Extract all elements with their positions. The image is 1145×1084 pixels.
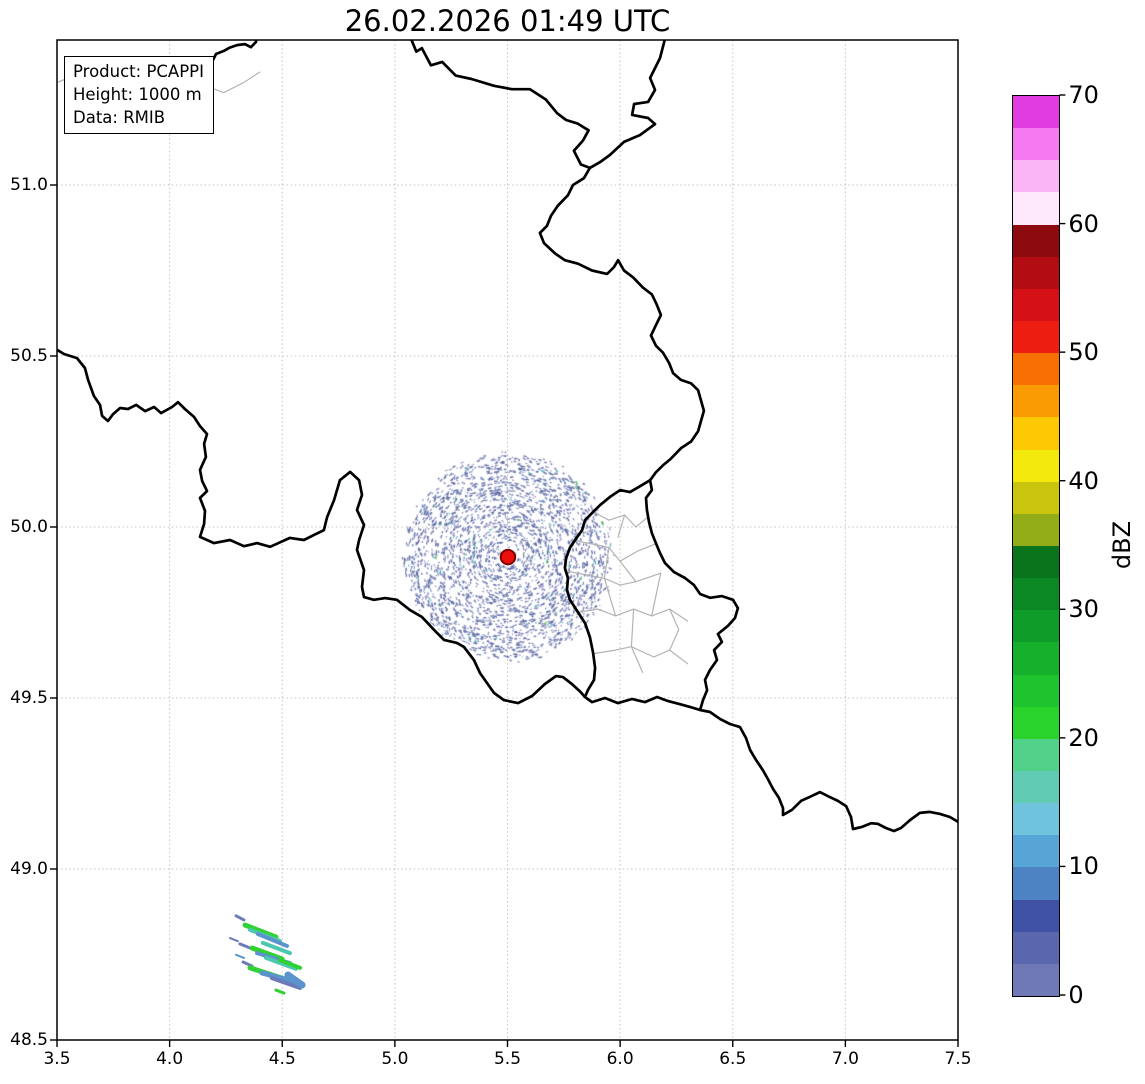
- country-border: [698, 708, 958, 833]
- precipitation-echo-streak: [274, 988, 286, 995]
- colorbar: [1012, 95, 1060, 997]
- precipitation-echo-streak: [234, 914, 246, 922]
- colorbar-segment: [1013, 578, 1059, 611]
- admin-border: [669, 608, 680, 651]
- x-tick-label: 5.0: [381, 1049, 409, 1069]
- colorbar-segment: [1013, 385, 1059, 418]
- precipitation-echo-streak: [238, 942, 252, 950]
- colorbar-segment: [1013, 320, 1059, 354]
- colorbar-segment: [1013, 256, 1059, 289]
- info-line-product: Product: PCAPPI: [73, 62, 204, 81]
- colorbar-tick-label: 40: [1068, 466, 1099, 495]
- x-tick-label: 3.5: [43, 1049, 71, 1069]
- x-tick-label: 4.0: [156, 1049, 184, 1069]
- admin-border: [651, 572, 662, 617]
- colorbar-segment: [1013, 963, 1059, 996]
- colorbar-segment: [1013, 642, 1059, 675]
- colorbar-segment: [1013, 449, 1059, 482]
- radar-site-marker: [499, 548, 517, 566]
- y-tick-label: 50.0: [10, 517, 48, 537]
- colorbar-segment: [1013, 224, 1059, 257]
- admin-border: [593, 646, 689, 665]
- page-title: 26.02.2026 01:49 UTC: [344, 4, 671, 38]
- country-border: [563, 478, 740, 712]
- colorbar-segment: [1013, 288, 1059, 321]
- admin-border: [619, 560, 637, 583]
- admin-border: [592, 511, 649, 528]
- x-tick-label: 6.5: [719, 1049, 747, 1069]
- admin-border: [603, 577, 617, 617]
- colorbar-tick-label: 10: [1068, 852, 1099, 881]
- y-tick-label: 48.5: [10, 1030, 48, 1050]
- y-tick-label: 51.0: [10, 175, 48, 195]
- precipitation-echo-streak: [277, 957, 303, 970]
- colorbar-segment: [1013, 835, 1059, 868]
- colorbar-segment: [1013, 867, 1059, 900]
- colorbar-segment: [1013, 931, 1059, 964]
- colorbar-segment: [1013, 160, 1059, 193]
- admin-border: [603, 546, 610, 579]
- colorbar-segment: [1013, 128, 1059, 161]
- x-tick-label: 7.5: [944, 1049, 972, 1069]
- colorbar-tick-label: 0: [1068, 981, 1084, 1009]
- country-border: [410, 40, 706, 482]
- x-tick-label: 4.5: [268, 1049, 296, 1069]
- colorbar-segment: [1013, 192, 1059, 225]
- admin-border: [630, 608, 644, 673]
- colorbar-tick-label: 30: [1068, 595, 1099, 624]
- colorbar-segment: [1013, 545, 1059, 579]
- info-line-height: Height: 1000 m: [73, 85, 202, 104]
- country-border: [57, 348, 587, 705]
- colorbar-segment: [1013, 674, 1059, 707]
- colorbar-segment: [1013, 610, 1059, 643]
- colorbar-tick-label: 70: [1068, 81, 1099, 109]
- precipitation-echo-streak: [235, 953, 245, 959]
- colorbar-segment: [1013, 353, 1059, 386]
- colorbar-segment: [1013, 513, 1059, 546]
- colorbar-axis-label: dBZ: [1108, 520, 1136, 570]
- country-border: [588, 40, 667, 170]
- colorbar-segment: [1013, 738, 1059, 771]
- colorbar-tick-label: 60: [1068, 209, 1099, 238]
- x-tick-label: 6.0: [606, 1049, 634, 1069]
- admin-border: [574, 540, 656, 562]
- colorbar-segment: [1013, 706, 1059, 739]
- product-info-box: Product: PCAPPI Height: 1000 m Data: RMI…: [64, 56, 214, 134]
- plot-frame: [56, 39, 959, 1041]
- colorbar-segment: [1013, 803, 1059, 836]
- colorbar-segment: [1013, 96, 1059, 129]
- admin-border: [617, 514, 626, 538]
- y-tick-label: 49.5: [10, 688, 48, 708]
- colorbar-tick-label: 50: [1068, 338, 1099, 367]
- colorbar-segment: [1013, 899, 1059, 932]
- info-line-data: Data: RMIB: [73, 108, 166, 127]
- y-tick-label: 49.0: [10, 859, 48, 879]
- colorbar-segment: [1013, 481, 1059, 514]
- colorbar-segment: [1013, 770, 1059, 804]
- x-tick-label: 7.0: [831, 1049, 859, 1069]
- precipitation-echo-streak: [264, 955, 298, 971]
- precipitation-echo-streak: [260, 940, 292, 956]
- admin-border: [567, 570, 662, 586]
- precipitation-echo-streak: [284, 971, 306, 989]
- precipitation-echo-streak: [228, 937, 239, 943]
- colorbar-tick-label: 20: [1068, 723, 1099, 752]
- colorbar-segment: [1013, 417, 1059, 450]
- y-tick-label: 50.5: [10, 346, 48, 366]
- precipitation-echo-streak: [242, 922, 279, 940]
- precipitation-echo-streak: [269, 976, 303, 991]
- x-tick-label: 5.5: [493, 1049, 522, 1069]
- precipitation-echo-streak: [255, 931, 289, 948]
